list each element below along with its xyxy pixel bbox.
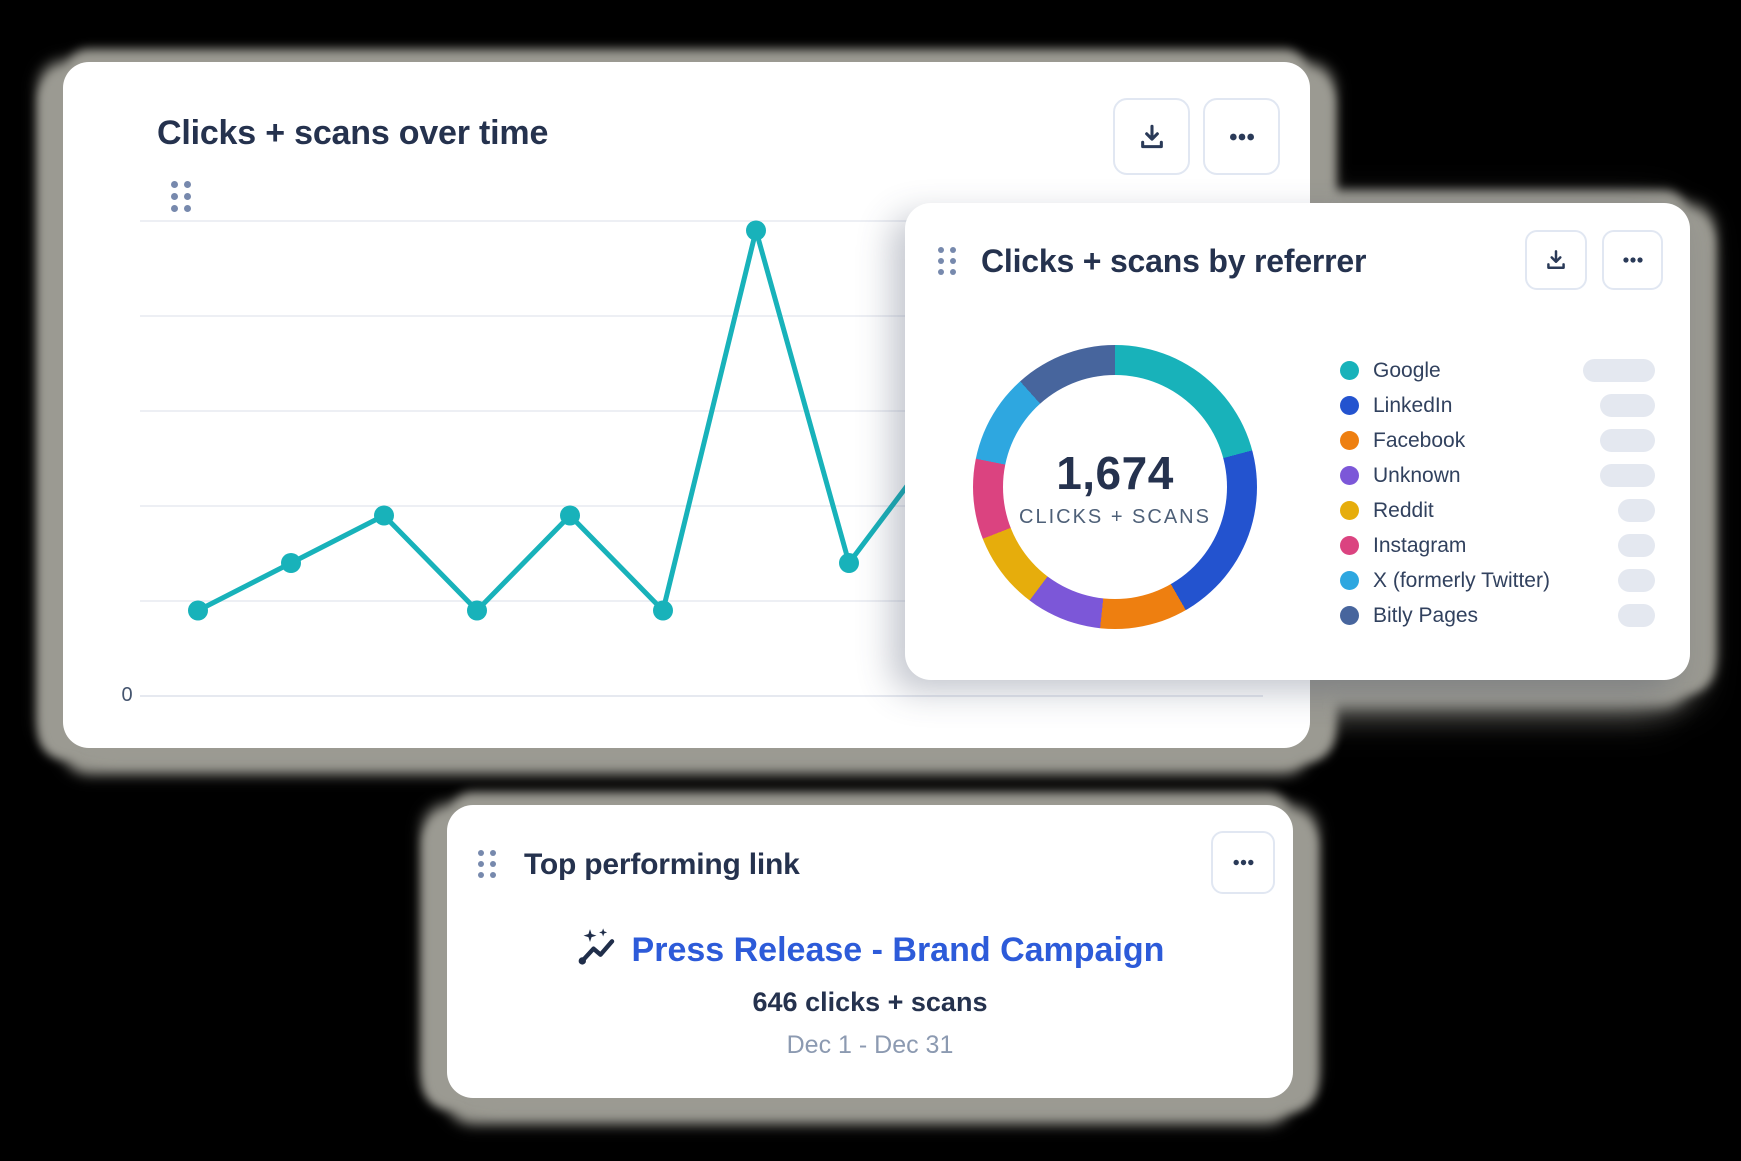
skeleton-pill-row <box>1583 353 1655 388</box>
skeleton-pill-row <box>1618 563 1655 598</box>
total-clicks-label: CLICKS + SCANS <box>1019 505 1211 528</box>
more-options-button[interactable] <box>1602 230 1663 290</box>
skeleton-pill-row <box>1600 458 1655 493</box>
legend-dot-icon <box>1340 466 1359 485</box>
legend-label: Google <box>1373 358 1441 382</box>
skeleton-pill-row <box>1618 528 1655 563</box>
legend-label: X (formerly Twitter) <box>1373 568 1550 592</box>
drag-handle-icon[interactable] <box>938 247 956 275</box>
top-link-date-range: Dec 1 - Dec 31 <box>786 1031 954 1059</box>
referrer-legend: Google LinkedIn Facebook Unknown Reddit Insta… <box>1340 353 1550 633</box>
download-icon <box>1543 247 1569 273</box>
skeleton-pill <box>1618 499 1655 522</box>
legend-dot-icon <box>1340 606 1359 625</box>
referrer-donut-chart: 1,674 CLICKS + SCANS <box>973 345 1257 629</box>
skeleton-pill <box>1600 464 1655 487</box>
legend-dot-icon <box>1340 431 1359 450</box>
skeleton-pill-row <box>1600 423 1655 458</box>
legend-dot-icon <box>1340 501 1359 520</box>
skeleton-pill <box>1583 359 1655 382</box>
ellipsis-icon <box>1620 247 1646 273</box>
skeleton-pill-row <box>1618 493 1655 528</box>
ellipsis-icon <box>1226 121 1258 153</box>
skeleton-pill <box>1618 534 1655 557</box>
drag-handle-icon[interactable] <box>478 850 496 878</box>
trend-sparkle-icon <box>576 927 618 974</box>
legend-item: X (formerly Twitter) <box>1340 563 1550 598</box>
card-title-over-time: Clicks + scans over time <box>157 114 549 152</box>
legend-item: LinkedIn <box>1340 388 1550 423</box>
skeleton-pill <box>1618 604 1655 627</box>
download-button[interactable] <box>1525 230 1587 290</box>
data-point <box>281 553 301 573</box>
legend-item: Unknown <box>1340 458 1550 493</box>
top-link-title[interactable]: Press Release - Brand Campaign <box>631 931 1165 969</box>
y-axis-zero-label: 0 <box>121 684 133 706</box>
legend-label: Unknown <box>1373 463 1461 487</box>
data-point <box>653 600 673 621</box>
skeleton-pill <box>1618 569 1655 592</box>
legend-dot-icon <box>1340 571 1359 590</box>
legend-item: Instagram <box>1340 528 1550 563</box>
legend-label: Reddit <box>1373 498 1434 522</box>
clicks-by-referrer-card: Clicks + scans by referrer 1,674 <box>905 203 1690 680</box>
legend-item: Google <box>1340 353 1550 388</box>
more-options-button[interactable] <box>1203 98 1280 175</box>
legend-item: Reddit <box>1340 493 1550 528</box>
skeleton-pill-row <box>1600 388 1655 423</box>
top-link-clicks: 646 clicks + scans <box>752 987 988 1017</box>
legend-item: Bitly Pages <box>1340 598 1550 633</box>
download-button[interactable] <box>1113 98 1190 175</box>
data-point <box>746 220 766 241</box>
legend-label: LinkedIn <box>1373 393 1453 417</box>
data-point <box>839 553 859 573</box>
data-point <box>467 600 487 621</box>
skeleton-pill-row <box>1618 598 1655 633</box>
card-title-referrer: Clicks + scans by referrer <box>981 243 1367 279</box>
data-point <box>188 600 208 621</box>
skeleton-pill <box>1600 394 1655 417</box>
top-link-row: Press Release - Brand Campaign <box>447 927 1293 974</box>
donut-center: 1,674 CLICKS + SCANS <box>1003 375 1227 599</box>
legend-dot-icon <box>1340 536 1359 555</box>
data-point <box>560 505 580 526</box>
top-performing-link-card: Top performing link Pres <box>447 805 1293 1098</box>
download-icon <box>1136 121 1168 153</box>
drag-handle-icon[interactable] <box>171 181 191 212</box>
legend-label: Facebook <box>1373 428 1466 452</box>
more-options-button[interactable] <box>1211 831 1275 894</box>
legend-dot-icon <box>1340 396 1359 415</box>
legend-dot-icon <box>1340 361 1359 380</box>
card-title-top-link: Top performing link <box>524 848 800 881</box>
referrer-skeleton-values <box>1583 353 1655 633</box>
skeleton-pill <box>1600 429 1655 452</box>
data-point <box>374 505 394 526</box>
legend-label: Instagram <box>1373 533 1467 557</box>
total-clicks-value: 1,674 <box>1056 446 1174 499</box>
ellipsis-icon <box>1230 849 1257 876</box>
legend-item: Facebook <box>1340 423 1550 458</box>
legend-label: Bitly Pages <box>1373 603 1479 627</box>
